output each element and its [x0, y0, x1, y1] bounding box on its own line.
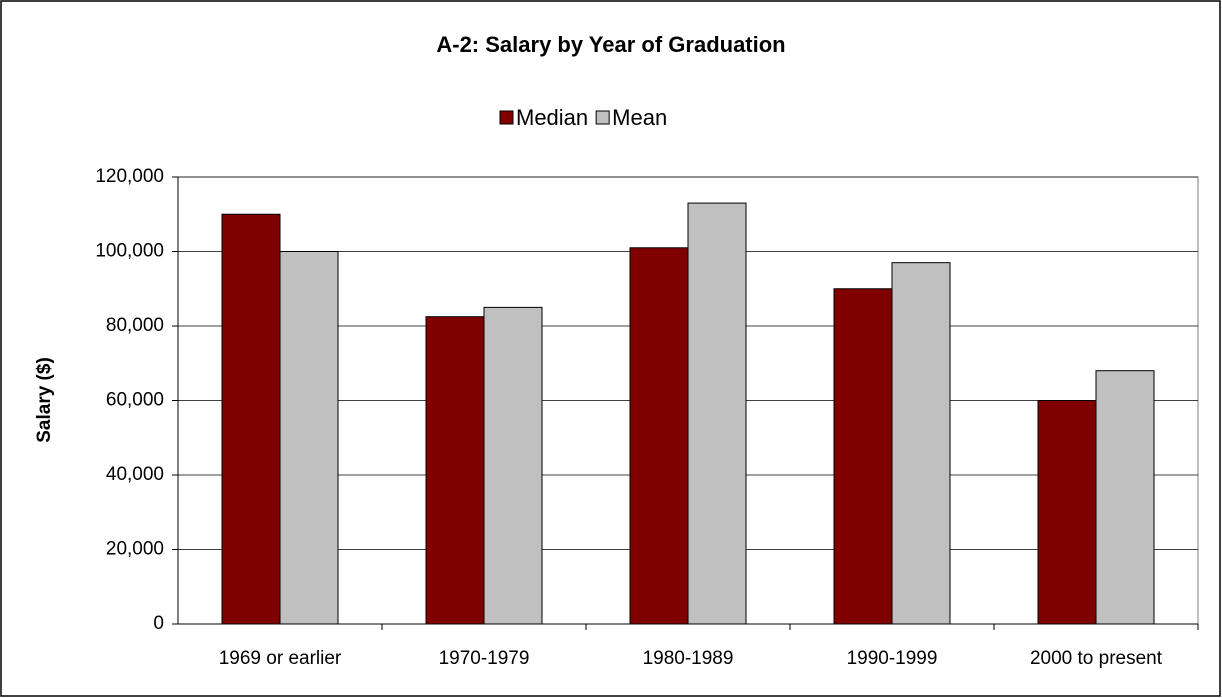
chart-title: A-2: Salary by Year of Graduation: [436, 32, 785, 57]
legend-swatch: [499, 110, 514, 125]
x-tick-label: 1969 or earlier: [219, 648, 342, 669]
y-tick-label: 20,000: [106, 539, 164, 560]
y-tick-label: 100,000: [95, 241, 164, 262]
y-tick-label: 40,000: [106, 464, 164, 485]
bar: [891, 262, 951, 625]
bar: [279, 251, 339, 625]
y-tick-label: 80,000: [106, 315, 164, 336]
x-tick-label: 2000 to present: [1030, 648, 1163, 669]
bar: [1037, 400, 1097, 625]
bar: [629, 247, 689, 625]
y-tick-label: 0: [153, 613, 164, 634]
x-tick-label: 1970-1979: [439, 648, 530, 669]
bar: [687, 202, 747, 625]
legend-label: Median: [516, 105, 588, 130]
bar: [833, 288, 893, 625]
x-tick-label: 1990-1999: [847, 648, 938, 669]
y-axis-label: Salary ($): [34, 357, 55, 443]
bar: [425, 316, 485, 625]
y-tick-label: 60,000: [106, 390, 164, 411]
bar: [1095, 370, 1155, 625]
x-tick-label: 1980-1989: [643, 648, 734, 669]
bar: [221, 213, 281, 625]
y-tick-label: 120,000: [95, 166, 164, 187]
legend-swatch: [595, 110, 610, 125]
bar: [483, 306, 543, 625]
legend-label: Mean: [612, 105, 667, 130]
